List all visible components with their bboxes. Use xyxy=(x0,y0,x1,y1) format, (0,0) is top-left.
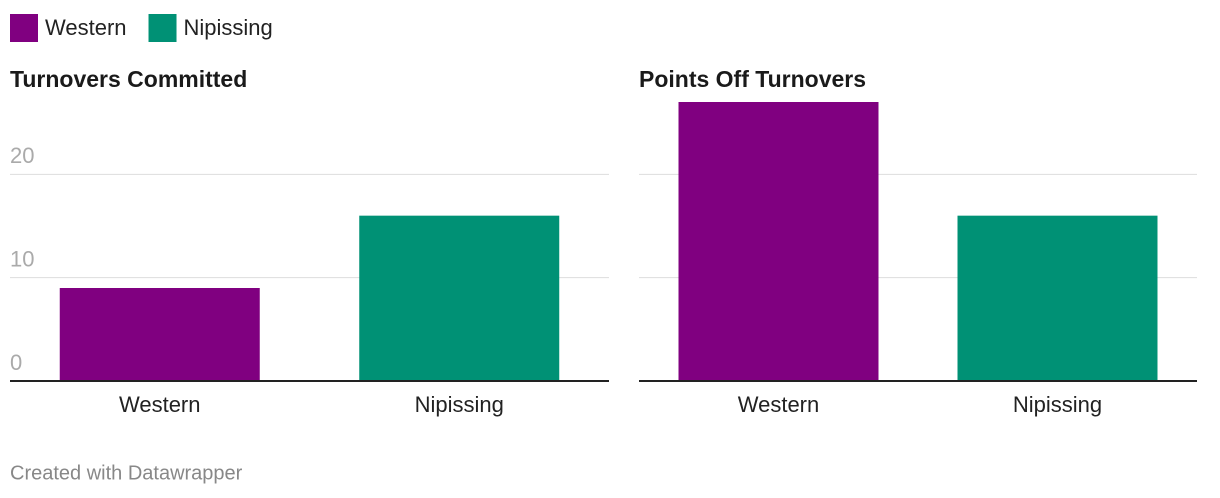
chart-title: Points Off Turnovers xyxy=(639,66,866,92)
legend-label: Nipissing xyxy=(184,15,273,40)
legend-label: Western xyxy=(45,15,127,40)
x-tick-label: Nipissing xyxy=(415,392,504,417)
bar xyxy=(359,215,560,381)
x-tick-label: Western xyxy=(738,392,820,417)
bar xyxy=(678,102,879,381)
legend-swatch xyxy=(148,14,177,42)
y-tick-label: 0 xyxy=(10,350,22,375)
footer: Created with Datawrapper xyxy=(10,462,243,484)
chart-title: Turnovers Committed xyxy=(10,66,247,92)
y-tick-label: 20 xyxy=(10,143,34,168)
x-tick-label: Western xyxy=(119,392,201,417)
y-tick-label: 10 xyxy=(10,246,34,271)
x-tick-label: Nipissing xyxy=(1013,392,1102,417)
legend-swatch xyxy=(10,14,38,42)
bar xyxy=(957,215,1158,381)
bar xyxy=(59,288,260,381)
